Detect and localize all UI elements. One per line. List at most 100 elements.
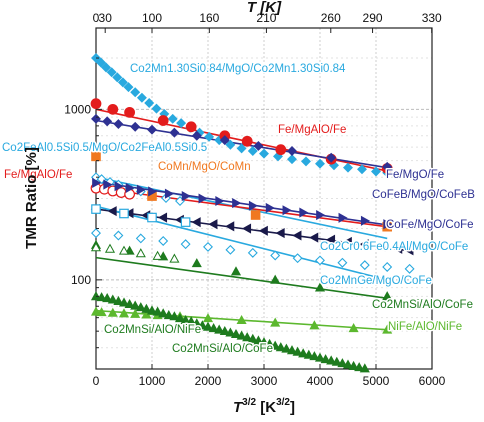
y-tick-label: 100: [71, 273, 91, 287]
data-point: [103, 179, 113, 190]
data-point: [258, 337, 270, 347]
data-point: [342, 236, 352, 247]
data-point: [146, 305, 158, 315]
fit-line: [95, 205, 388, 281]
data-point: [130, 300, 141, 310]
data-point: [382, 291, 393, 301]
data-point: [102, 293, 113, 303]
data-point: [299, 207, 309, 218]
data-point: [118, 245, 130, 255]
series-labels: Co2Mn1.30Si0.84/MgO/Co2Mn1.30Si0.84 Co2Mn…: [1, 62, 477, 357]
series-label-halo: Fe/MgAlO/Fe: [4, 169, 72, 181]
series-label: Co2Cr0.6Fe0.4Al/MgO/CoFe: [320, 241, 468, 253]
data-point: [219, 135, 230, 146]
data-point: [348, 323, 359, 333]
data-point: [152, 250, 163, 260]
data-point: [124, 298, 135, 309]
data-point: [180, 239, 191, 250]
series-label: Fe/MgAlO/Fe: [278, 124, 346, 136]
data-point: [337, 358, 348, 368]
data-point: [96, 57, 107, 68]
data-point: [343, 162, 353, 173]
data-point: [292, 230, 302, 241]
data-point: [119, 208, 129, 219]
data-point: [163, 310, 174, 320]
data-point: [241, 135, 253, 147]
data-point: [265, 202, 275, 214]
data-point: [157, 212, 168, 223]
data-point: [225, 221, 235, 232]
data-point: [354, 362, 365, 372]
series-label: Co2Mn1.30Si0.84/MgO/Co2Mn1.30Si0.84: [130, 63, 346, 75]
data-point: [360, 215, 371, 226]
y-axis-title: TMR Ratio [%]: [23, 147, 40, 249]
data-point: [225, 244, 236, 255]
x-axis-title: T3/2 [K3/2]: [233, 397, 295, 416]
data-point: [147, 212, 157, 223]
data-point: [326, 355, 337, 365]
data-point: [314, 352, 326, 362]
data-point: [204, 131, 215, 142]
series-label-halo: Co2MnSi/AlO/CoFe: [172, 343, 273, 355]
data-point: [208, 323, 219, 333]
data-point: [303, 349, 314, 359]
data-point: [191, 318, 202, 328]
data-point: [230, 328, 242, 339]
data-point: [118, 297, 130, 307]
data-point: [174, 313, 186, 323]
data-point: [191, 217, 201, 228]
data-point: [96, 292, 107, 302]
x-tick-label: 0: [93, 374, 100, 388]
series-label: Co2FeAl0.5Si0.5/MgO/Co2FeAl0.5Si0.5: [2, 142, 207, 154]
data-point: [202, 321, 214, 331]
data-point: [158, 236, 169, 246]
series-label-halo: Co2MnSi/AlO/CoFe: [372, 299, 473, 311]
series-label: Fe/MgAlO/Fe: [4, 169, 72, 181]
data-point: [309, 351, 320, 361]
data-point: [90, 98, 102, 110]
x-tick-label: 6000: [419, 374, 446, 388]
data-point: [102, 116, 113, 127]
data-point: [96, 307, 107, 317]
data-point: [135, 233, 146, 244]
data-point: [383, 219, 393, 230]
fit-line: [95, 256, 388, 300]
data-point: [270, 250, 281, 261]
data-point: [130, 121, 141, 132]
x-tick-label: 4000: [307, 374, 334, 388]
x-tick-label: 1000: [139, 374, 166, 388]
data-point: [106, 67, 117, 78]
data-point: [292, 253, 303, 264]
data-point: [203, 241, 213, 252]
data-point: [191, 258, 202, 268]
data-point: [371, 166, 381, 177]
data-point: [92, 177, 102, 189]
data-point: [136, 184, 147, 195]
data-point: [236, 314, 247, 325]
data-point: [152, 306, 163, 316]
data-point: [230, 266, 242, 276]
data-point: [236, 143, 247, 154]
data-point: [141, 303, 152, 313]
series-label: NiFe/AlO/NiFe: [388, 321, 462, 333]
data-point: [236, 330, 247, 340]
data-point: [286, 345, 298, 355]
data-point: [135, 302, 146, 312]
series-label: Fe/MgO/Fe: [386, 169, 444, 181]
data-point: [281, 343, 292, 353]
data-point: [181, 191, 191, 202]
top-tick-label: 160: [199, 11, 219, 25]
data-point: [338, 212, 348, 223]
data-point: [144, 97, 155, 108]
data-point: [247, 247, 258, 258]
data-point: [151, 103, 162, 114]
data-point: [315, 255, 325, 266]
data-point: [309, 232, 319, 243]
data-point: [104, 243, 116, 253]
data-point: [259, 148, 269, 159]
data-point: [253, 140, 264, 151]
series-label-halo: Co2Mn1.30Si0.84/MgO/Co2Mn1.30Si0.84: [130, 63, 346, 75]
data-point: [91, 204, 101, 214]
data-point: [148, 186, 158, 197]
data-point: [118, 308, 130, 318]
